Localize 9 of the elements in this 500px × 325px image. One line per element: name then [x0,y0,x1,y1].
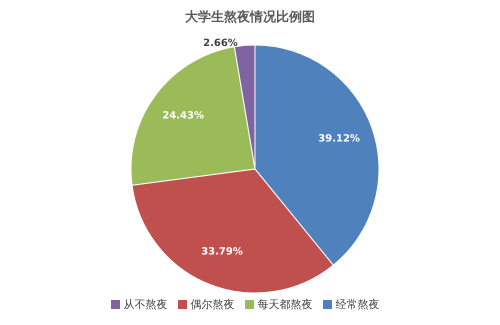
legend-label: 偶尔熬夜 [190,298,234,311]
legend-label: 经常熬夜 [336,298,380,311]
data-label: 33.79% [201,246,243,258]
legend-label: 从不熬夜 [124,298,168,311]
data-label: 24.43% [162,110,204,122]
chart-title: 大学生熬夜情况比例图 [184,8,316,27]
legend-label: 每天都熬夜 [258,298,312,311]
data-label: 2.66% [203,38,238,49]
data-label: 39.12% [318,134,360,145]
